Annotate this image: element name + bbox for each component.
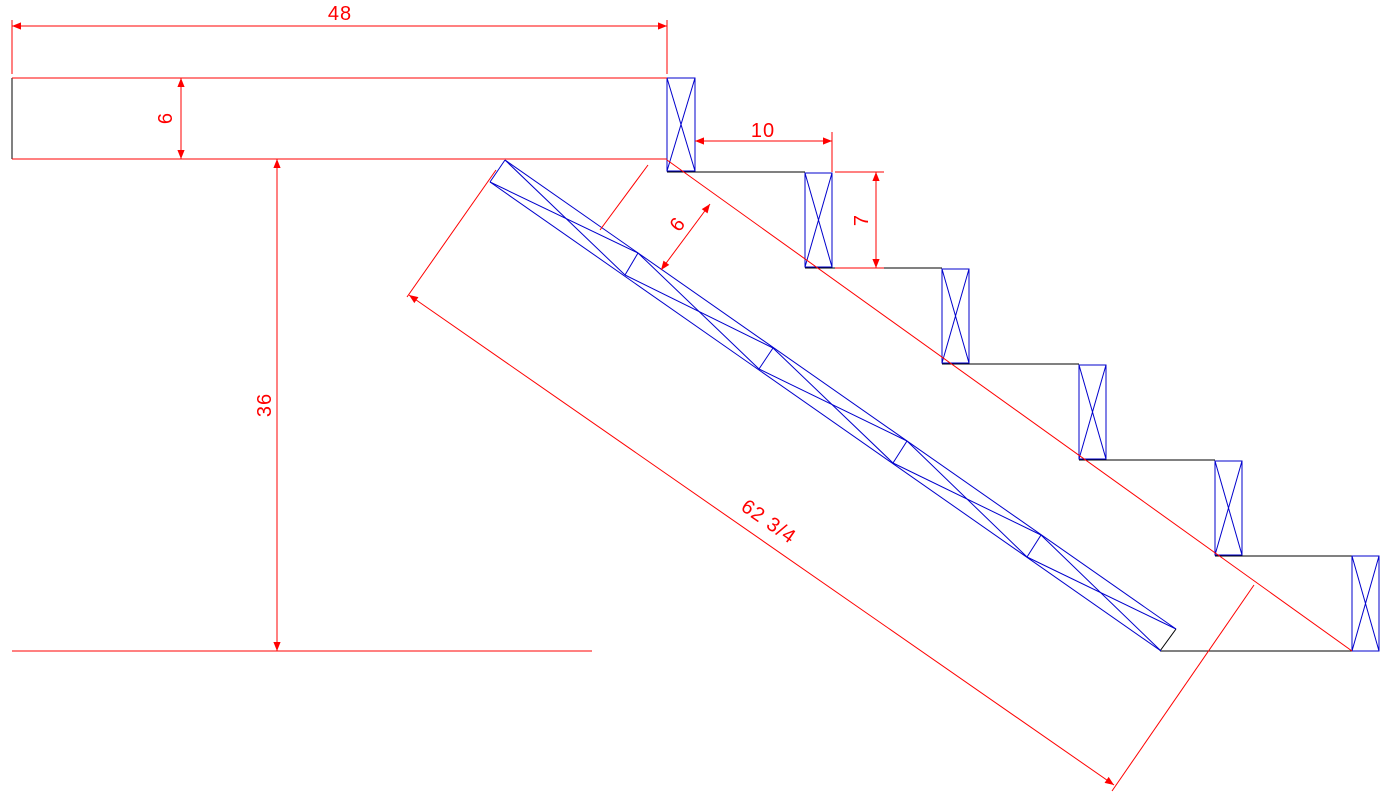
dimension-lines <box>12 22 1115 786</box>
object-lines <box>11 77 1352 652</box>
label-stringer-length: 62 3/4 <box>737 495 800 548</box>
reference-lines <box>11 20 1353 792</box>
framing <box>489 77 1380 652</box>
riser-block-6 <box>1351 555 1380 652</box>
riser-block-3 <box>941 268 970 364</box>
stringer-beam <box>489 159 1177 652</box>
label-total-height: 36 <box>254 393 276 417</box>
stringer-top-edge <box>504 159 1177 630</box>
dimension-labels: 48 6 36 10 7 6 62 3/4 <box>155 3 873 549</box>
label-riser-height: 7 <box>851 214 873 226</box>
label-stringer-depth: 6 <box>666 213 691 236</box>
stringer-bottom-edge <box>489 181 1162 652</box>
riser-block-2 <box>804 172 833 268</box>
label-landing-thickness: 6 <box>155 112 177 124</box>
riser-block-5 <box>1214 460 1243 556</box>
label-landing-width: 48 <box>328 3 352 25</box>
nosing-line <box>666 159 1353 652</box>
riser-block-4 <box>1078 364 1107 460</box>
label-tread-depth: 10 <box>751 120 775 142</box>
riser-block-1 <box>666 77 696 172</box>
dim-line-stringer-depth <box>660 203 711 271</box>
dim-line-stringer-length <box>408 294 1115 786</box>
stringer-end-cut <box>1159 628 1177 652</box>
